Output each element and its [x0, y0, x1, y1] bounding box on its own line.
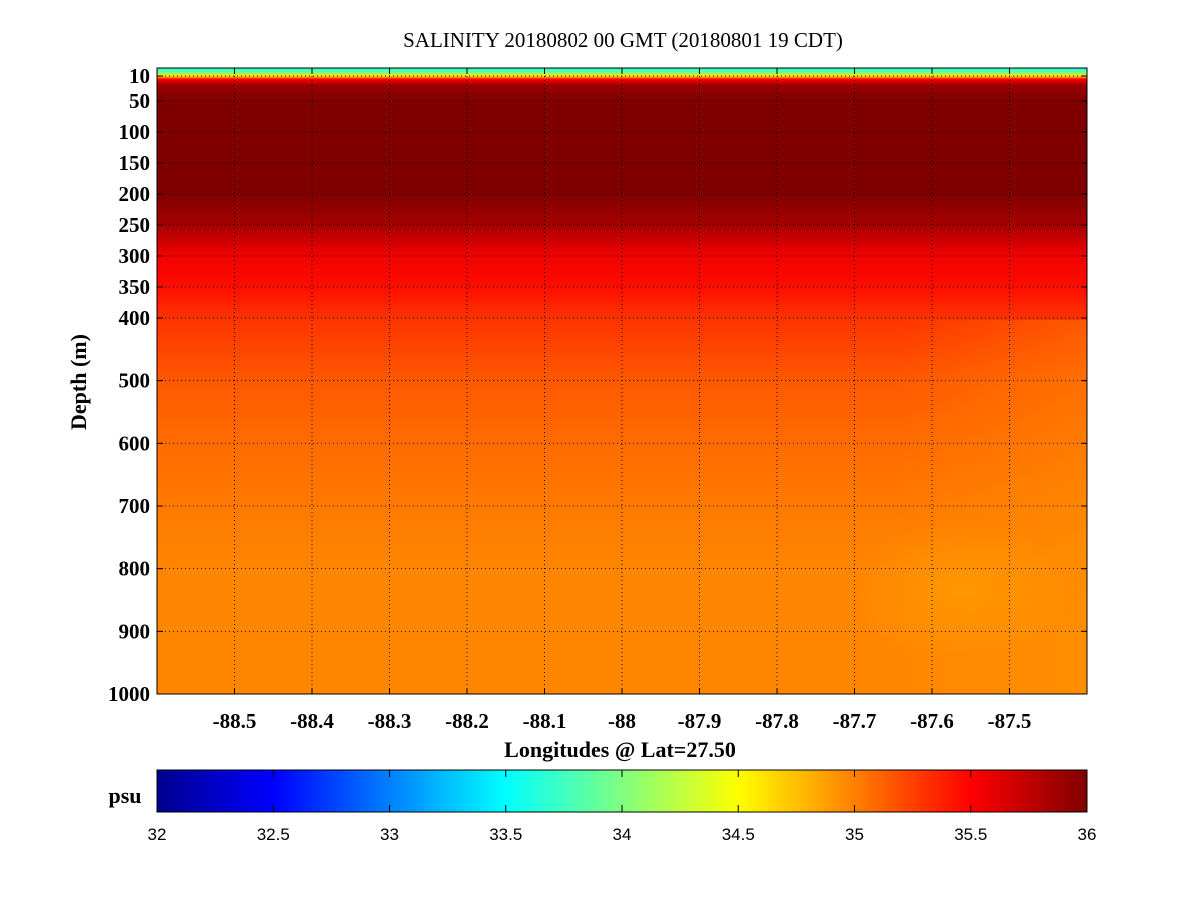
x-tick-label: -87.5: [988, 709, 1032, 733]
x-axis-ticks: -88.5 -88.4 -88.3 -88.2 -88.1 -88 -87.9 -87.8 -8…: [213, 68, 1032, 733]
x-tick-label: -88.3: [368, 709, 412, 733]
y-tick-label: 900: [119, 619, 151, 643]
heatmap-salinity-patch: [850, 520, 1070, 660]
y-tick-label: 500: [119, 369, 151, 393]
x-tick-label: -87.6: [910, 709, 954, 733]
colorbar-tick-label: 35.5: [954, 825, 987, 844]
colorbar-tick-label: 36: [1078, 825, 1097, 844]
y-tick-label: 700: [119, 494, 151, 518]
y-tick-label: 150: [119, 151, 151, 175]
y-tick-label: 300: [119, 244, 151, 268]
colorbar-tick-label: 32: [148, 825, 167, 844]
x-tick-label: -87.8: [755, 709, 799, 733]
x-tick-label: -88.4: [290, 709, 334, 733]
colorbar-label: psu: [108, 783, 141, 808]
x-tick-label: -88: [608, 709, 636, 733]
y-tick-label: 200: [119, 182, 151, 206]
y-tick-label: 600: [119, 431, 151, 455]
x-tick-label: -88.1: [523, 709, 567, 733]
colorbar-ticks: 32 32.5 33 33.5 34 34.5 35 35.5 36: [148, 770, 1097, 844]
x-tick-label: -87.9: [678, 709, 722, 733]
y-tick-label: 800: [119, 557, 151, 581]
colorbar-tick-label: 34: [613, 825, 632, 844]
x-tick-label: -88.5: [213, 709, 257, 733]
y-tick-label: 250: [119, 213, 151, 237]
chart-title: SALINITY 20180802 00 GMT (20180801 19 CD…: [403, 28, 843, 52]
colorbar-tick-label: 34.5: [722, 825, 755, 844]
colorbar-tick-label: 33.5: [489, 825, 522, 844]
colorbar-tick-label: 32.5: [257, 825, 290, 844]
y-tick-label: 50: [129, 89, 150, 113]
y-tick-label: 400: [119, 306, 151, 330]
y-tick-label: 100: [119, 120, 151, 144]
y-tick-label: 10: [129, 64, 150, 88]
x-tick-label: -87.7: [833, 709, 877, 733]
colorbar-tick-label: 33: [380, 825, 399, 844]
y-tick-label: 350: [119, 275, 151, 299]
x-axis-label: Longitudes @ Lat=27.50: [504, 737, 736, 762]
x-tick-label: -88.2: [445, 709, 489, 733]
grid-lines: [157, 68, 1087, 695]
y-axis-label: Depth (m): [66, 334, 91, 430]
colorbar-tick-label: 35: [845, 825, 864, 844]
y-tick-label: 1000: [108, 682, 150, 706]
